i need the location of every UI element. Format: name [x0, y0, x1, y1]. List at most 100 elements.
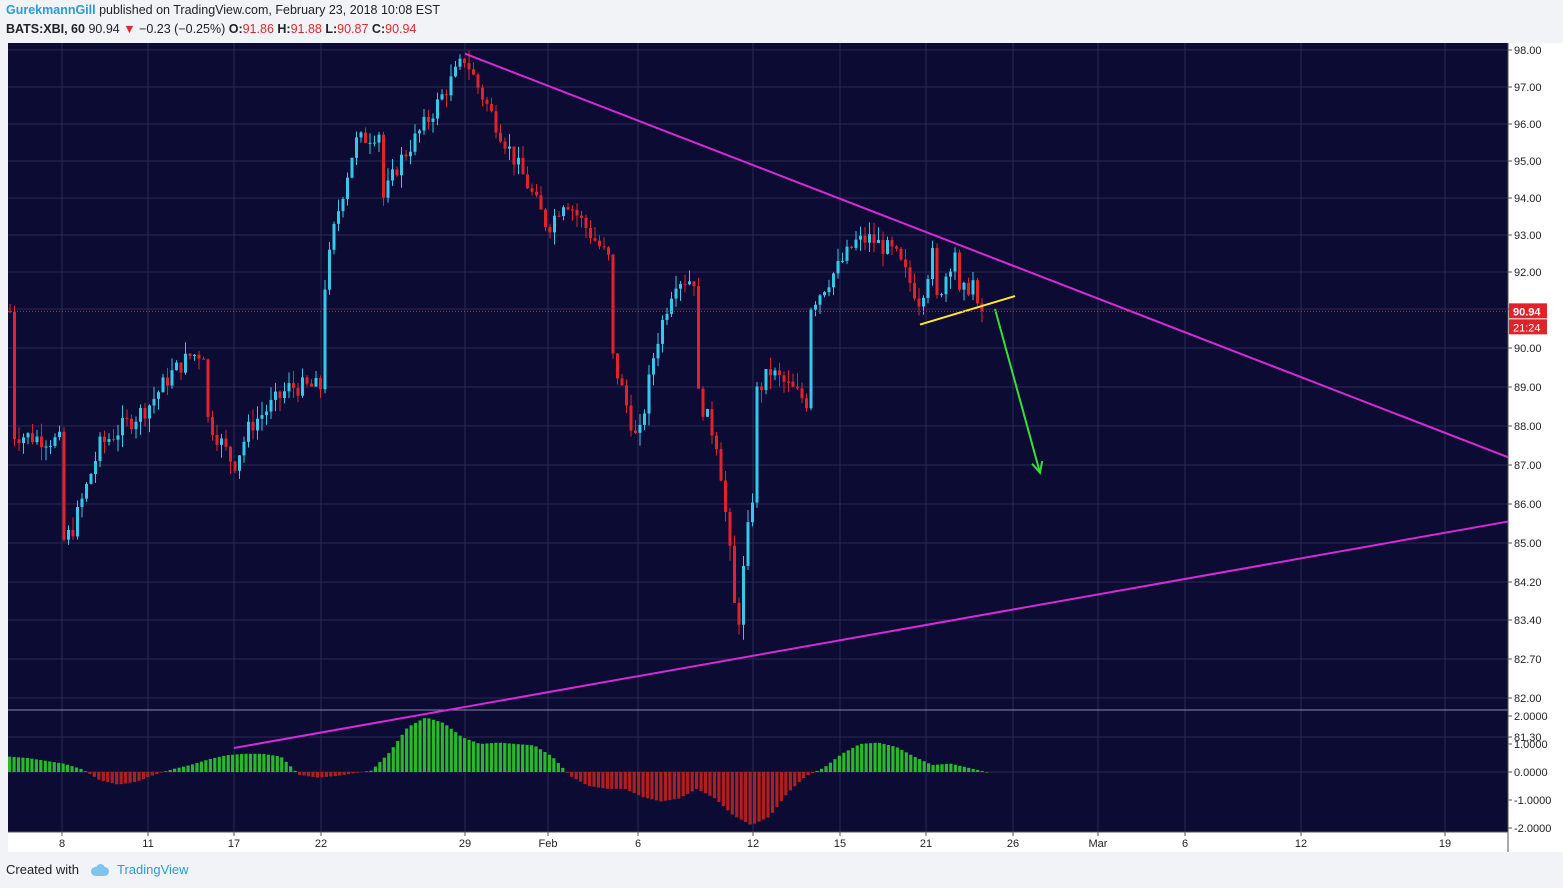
candle-body [440, 94, 444, 100]
price-tick-label: 94.00 [1514, 193, 1542, 205]
osc-bar [873, 742, 877, 772]
osc-bar [891, 746, 895, 772]
osc-bar [409, 725, 413, 772]
osc-bar [717, 772, 721, 803]
candle-body [26, 433, 30, 438]
osc-bar [387, 753, 391, 772]
osc-bar [123, 772, 128, 784]
candle-body [40, 436, 43, 448]
candle-body [386, 180, 390, 198]
candle-body [139, 407, 142, 422]
candle-body [886, 240, 889, 254]
time-tick-label: 12 [747, 838, 759, 850]
candle-body [661, 319, 664, 344]
price-tick-label: 84.20 [1514, 577, 1542, 589]
osc-bar [204, 760, 208, 772]
osc-bar [650, 772, 654, 800]
time-axis-background [8, 832, 1508, 852]
candle-body [814, 304, 817, 310]
price-tick-label: 83.40 [1514, 615, 1542, 627]
candle-body [602, 246, 606, 248]
tradingview-link[interactable]: TradingView [116, 862, 189, 877]
osc-bar [931, 764, 935, 772]
osc-bar [208, 758, 212, 772]
osc-bar [775, 772, 779, 808]
candle-body [701, 388, 705, 417]
candle-body [526, 174, 529, 189]
candle-body [539, 195, 543, 210]
osc-bar [967, 767, 971, 772]
high-label: H: [277, 22, 291, 36]
osc-bar [659, 772, 663, 802]
osc-bar [623, 772, 627, 790]
osc-bar [391, 747, 395, 772]
candle-body [737, 602, 741, 625]
candle-body [454, 66, 457, 77]
candle-body [17, 439, 21, 444]
osc-bar [561, 767, 565, 772]
osc-bar [516, 744, 520, 772]
candle-body [404, 154, 408, 157]
candle-body [283, 391, 286, 398]
candle-body [148, 405, 151, 419]
osc-bar [467, 739, 471, 772]
candle-body [319, 378, 322, 390]
author-name[interactable]: GurekmannGill [6, 3, 96, 17]
candle-body [805, 398, 808, 409]
candle-body [211, 417, 214, 436]
osc-bar [92, 772, 96, 777]
candle-body [161, 377, 165, 393]
candle-body [422, 116, 426, 131]
osc-bar [842, 752, 846, 772]
candle-body [823, 292, 826, 296]
chart-canvas[interactable]: 98.0097.0096.0095.0094.0093.0092.0091.00… [0, 40, 1563, 860]
osc-bar [895, 747, 899, 772]
candle-body [418, 130, 421, 134]
candle-body [94, 461, 97, 475]
candle-body [382, 134, 385, 198]
candle-body [76, 506, 79, 537]
osc-bar [463, 738, 467, 772]
candle-body [566, 207, 570, 210]
osc-bar [628, 772, 632, 792]
osc-bar [882, 743, 886, 772]
osc-bar [297, 772, 302, 775]
candle-body [355, 137, 358, 158]
candle-body [751, 502, 754, 523]
candle-body [364, 132, 367, 143]
osc-bar [190, 764, 195, 772]
close-label: C: [371, 22, 386, 36]
candle-body [166, 377, 169, 386]
candle-body [296, 388, 300, 396]
osc-bar [663, 772, 667, 801]
candle-body [809, 309, 813, 409]
candle-body [229, 446, 232, 462]
osc-bar [244, 753, 248, 772]
candle-body [665, 313, 669, 320]
osc-bar [730, 772, 734, 815]
osc-bar [525, 744, 529, 772]
osc-bar [302, 772, 306, 776]
candle-body [688, 281, 691, 285]
osc-bar [547, 754, 552, 772]
candle-body [719, 449, 723, 481]
osc-bar [65, 764, 70, 772]
osc-bar [485, 743, 489, 772]
candle-body [202, 358, 205, 360]
candle-body [409, 151, 412, 157]
candle-body [728, 511, 732, 546]
candle-body [845, 246, 849, 261]
osc-bar [43, 760, 47, 772]
time-tick-label: 29 [459, 838, 471, 850]
osc-bar [106, 772, 110, 783]
candle-body [854, 239, 858, 248]
osc-bar [976, 769, 980, 772]
time-tick-label: 6 [1182, 838, 1188, 850]
support-line [919, 295, 1016, 326]
candle-body [193, 354, 196, 356]
candle-body [359, 132, 363, 138]
osc-bar [239, 754, 244, 772]
time-tick-label: Feb [539, 838, 558, 850]
osc-bar [70, 766, 74, 772]
symbol-info: BATS:XBI, 60 90.94 ▼ −0.23 (−0.25%) O:91… [6, 22, 416, 36]
